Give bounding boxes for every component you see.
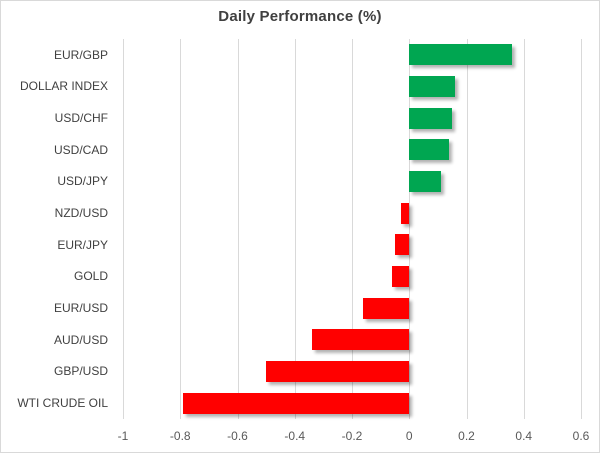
bar	[311, 329, 410, 351]
category-label: NZD/USD	[54, 206, 108, 221]
category-label: EUR/JPY	[57, 237, 108, 252]
bar	[409, 107, 453, 129]
category-label: EUR/GBP	[53, 47, 108, 62]
bar	[363, 297, 410, 319]
x-axis-tick-label: -0.6	[227, 429, 248, 443]
x-axis-tick-label: 0	[405, 429, 413, 443]
category-label: DOLLAR INDEX	[19, 79, 108, 94]
category-label: GBP/USD	[53, 364, 108, 379]
gridline	[123, 39, 124, 419]
gridline	[237, 39, 239, 419]
gridline	[523, 39, 525, 419]
bar	[409, 171, 441, 192]
bar	[409, 44, 513, 66]
bar	[392, 266, 410, 287]
category-label: EUR/USD	[53, 301, 108, 316]
gridline	[180, 39, 182, 419]
x-axis: -1 -0.8 -0.6 -0.4 -0.2 0 0.2 0.4 0.6	[118, 419, 590, 445]
gridline	[409, 39, 411, 419]
gridline	[294, 39, 296, 419]
category-label: USD/CHF	[54, 111, 108, 126]
bar	[183, 392, 410, 414]
x-axis-tick-label: 0.2	[458, 429, 475, 443]
plot-area	[123, 39, 582, 419]
category-axis: EUR/GBP DOLLAR INDEX USD/CHF USD/CAD USD/JPY…	[1, 39, 108, 419]
category-label: WTI CRUDE OIL	[17, 396, 108, 411]
bar	[394, 234, 410, 256]
bar	[409, 76, 456, 97]
category-label: USD/JPY	[57, 174, 108, 189]
x-axis-tick-label: 0.4	[515, 429, 533, 443]
x-axis-tick-label: 0.6	[572, 429, 590, 443]
category-label: AUD/USD	[53, 332, 108, 347]
category-label: USD/CAD	[53, 142, 108, 157]
x-axis-tick-label: -0.4	[284, 429, 306, 443]
bar	[266, 361, 410, 382]
bar	[409, 139, 450, 161]
gridline	[466, 39, 468, 419]
gridline	[581, 39, 582, 419]
bar	[400, 202, 410, 224]
category-label: GOLD	[73, 269, 108, 284]
x-axis-tick-label: -1	[117, 429, 129, 443]
x-axis-tick-label: -0.2	[341, 429, 363, 443]
chart-title: Daily Performance (%)	[218, 8, 382, 25]
x-axis-tick-label: -0.8	[169, 429, 191, 443]
gridline	[352, 39, 353, 419]
